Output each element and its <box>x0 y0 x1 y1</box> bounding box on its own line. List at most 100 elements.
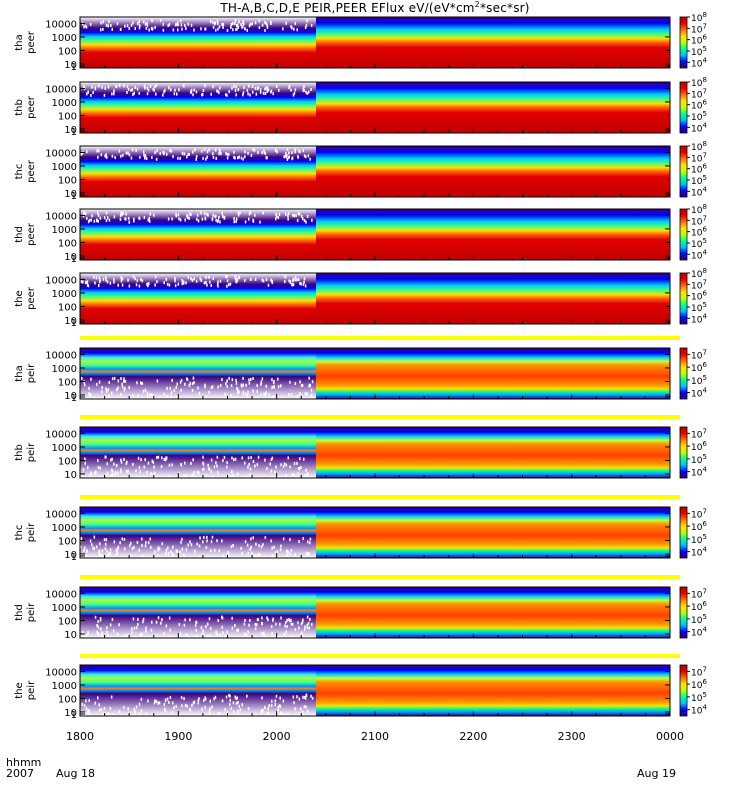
noise-dash <box>234 19 237 23</box>
noise-dash <box>137 394 139 398</box>
noise-dash <box>193 381 195 385</box>
noise-dash <box>141 382 143 385</box>
noise-dash <box>259 88 262 92</box>
y-tick-label: 1000 <box>52 523 77 534</box>
noise-dash <box>160 19 162 23</box>
noise-dash <box>173 388 176 392</box>
noise-dash <box>87 708 89 712</box>
noise-dash <box>157 701 160 705</box>
noise-dash <box>151 393 153 396</box>
noise-dash <box>260 383 262 386</box>
noise-dash <box>242 376 244 380</box>
noise-dash <box>149 84 152 88</box>
noise-dash <box>99 466 101 470</box>
noise-dash <box>266 616 268 620</box>
noise-dash <box>183 623 186 627</box>
noise-dash <box>107 712 110 716</box>
noise-dash <box>120 470 122 474</box>
noise-dash <box>154 275 157 279</box>
noise-dash <box>145 26 148 30</box>
noise-dash <box>206 155 208 159</box>
noise-dash <box>118 710 121 713</box>
y-tick-label: 10000 <box>45 350 77 361</box>
noise-dash <box>155 157 158 161</box>
noise-dash <box>153 471 156 475</box>
noise-dash <box>260 393 262 397</box>
noise-dash <box>207 635 209 638</box>
noise-dash <box>158 547 161 551</box>
noise-dash <box>181 27 183 31</box>
y-axis-instrument-label: peer <box>26 222 37 246</box>
noise-dash <box>185 474 188 478</box>
noise-dash <box>82 211 85 215</box>
noise-dash <box>291 283 293 287</box>
y-tick-label: 100 <box>58 536 77 547</box>
noise-dash <box>103 538 106 542</box>
noise-dash <box>235 220 237 223</box>
noise-dash <box>210 386 213 390</box>
noise-dash <box>244 27 246 31</box>
noise-dash <box>245 383 247 387</box>
noise-dash <box>112 629 115 633</box>
noise-dash <box>241 456 243 460</box>
noise-dash <box>252 377 254 381</box>
noise-dash <box>181 704 183 708</box>
noise-dash <box>271 456 274 460</box>
noise-dash <box>139 470 141 474</box>
noise-dash <box>213 465 216 469</box>
noise-dash <box>154 550 156 554</box>
noise-dash <box>174 279 176 283</box>
noise-dash <box>206 212 208 216</box>
noise-dash <box>208 390 210 394</box>
noise-dash <box>96 211 99 215</box>
noise-dash <box>134 27 136 30</box>
noise-dash <box>178 623 181 626</box>
noise-dash <box>240 546 242 550</box>
noise-dash <box>89 393 92 397</box>
noise-dash <box>155 84 158 87</box>
noise-dash <box>109 551 111 555</box>
noise-dash <box>138 216 140 220</box>
noise-dash <box>279 713 281 717</box>
noise-dash <box>109 548 112 552</box>
noise-dash <box>297 155 299 159</box>
noise-dash <box>286 554 289 557</box>
noise-dash <box>296 28 298 32</box>
noise-dash <box>225 151 227 155</box>
noise-dash <box>96 382 98 386</box>
noise-dash <box>126 24 129 28</box>
noise-dash <box>286 549 288 553</box>
noise-dash <box>110 474 113 477</box>
noise-dash <box>84 281 87 285</box>
noise-dash <box>279 696 281 700</box>
noise-dash <box>165 624 168 628</box>
y-tick-label: 10000 <box>45 148 77 159</box>
noise-dash <box>306 91 309 95</box>
noise-dash <box>180 388 182 392</box>
noise-dash <box>209 626 212 630</box>
noise-dash <box>208 617 211 621</box>
noise-dash <box>310 88 312 91</box>
noise-dash <box>200 279 203 282</box>
noise-dash <box>120 279 123 283</box>
noise-dash <box>303 88 305 92</box>
noise-dash <box>214 695 217 699</box>
noise-dash <box>107 85 110 89</box>
noise-dash <box>167 24 169 27</box>
noise-dash <box>216 19 219 23</box>
noise-dash <box>211 217 214 221</box>
spectrogram-post-thc-peer <box>316 146 670 197</box>
noise-dash <box>307 621 310 625</box>
noise-dash <box>88 709 90 713</box>
noise-dash <box>163 392 165 396</box>
colorbar-tick-label: 106 <box>691 678 707 691</box>
noise-dash <box>284 154 287 158</box>
noise-dash <box>272 381 275 385</box>
noise-dash <box>290 618 292 622</box>
noise-dash <box>102 27 104 31</box>
noise-dash <box>119 214 122 217</box>
noise-dash <box>210 469 213 473</box>
noise-dash <box>308 552 310 556</box>
noise-dash <box>85 707 88 710</box>
